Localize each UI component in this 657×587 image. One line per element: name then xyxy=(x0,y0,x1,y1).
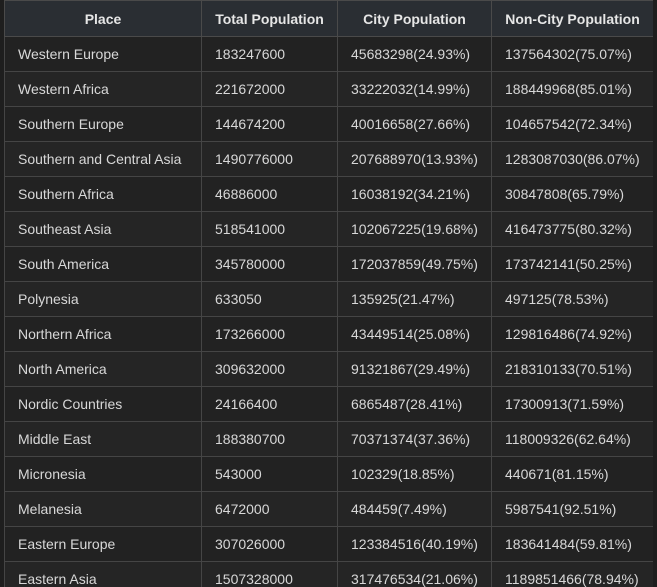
table-row: Southern Europe 144674200 40016658(27.66%)… xyxy=(4,106,653,142)
cell-place: Northern Africa xyxy=(4,316,202,352)
cell-total-population: 6472000 xyxy=(201,491,338,527)
cell-total-population: 543000 xyxy=(201,456,338,492)
table-row: Eastern Asia 1507328000 317476534(21.06%) 1… xyxy=(4,561,653,587)
table-header-row: Place Total Population City Population N… xyxy=(4,0,653,37)
cell-total-population: 188380700 xyxy=(201,421,338,457)
cell-city-population: 123384516(40.19%) xyxy=(337,526,492,562)
table-body: Western Europe 183247600 45683298(24.93%) 1… xyxy=(4,36,653,587)
cell-place: Melanesia xyxy=(4,491,202,527)
cell-place: Micronesia xyxy=(4,456,202,492)
cell-city-population: 33222032(14.99%) xyxy=(337,71,492,107)
cell-city-population: 207688970(13.93%) xyxy=(337,141,492,177)
cell-city-population: 484459(7.49%) xyxy=(337,491,492,527)
cell-total-population: 183247600 xyxy=(201,36,338,72)
cell-city-population: 43449514(25.08%) xyxy=(337,316,492,352)
cell-city-population: 135925(21.47%) xyxy=(337,281,492,317)
cell-total-population: 1490776000 xyxy=(201,141,338,177)
cell-place: North America xyxy=(4,351,202,387)
cell-total-population: 173266000 xyxy=(201,316,338,352)
cell-non-city-population: 129816486(74.92%) xyxy=(491,316,653,352)
table-row: Eastern Europe 307026000 123384516(40.19%)… xyxy=(4,526,653,562)
cell-non-city-population: 416473775(80.32%) xyxy=(491,211,653,247)
table-row: Northern Africa 173266000 43449514(25.08%)… xyxy=(4,316,653,352)
cell-non-city-population: 30847808(65.79%) xyxy=(491,176,653,212)
cell-city-population: 6865487(28.41%) xyxy=(337,386,492,422)
cell-total-population: 1507328000 xyxy=(201,561,338,587)
cell-city-population: 40016658(27.66%) xyxy=(337,106,492,142)
cell-total-population: 24166400 xyxy=(201,386,338,422)
header-non-city-population[interactable]: Non-City Population xyxy=(491,0,653,37)
cell-total-population: 345780000 xyxy=(201,246,338,282)
cell-place: Middle East xyxy=(4,421,202,457)
table-row: Polynesia 633050 135925(21.47%) 497125(78.5… xyxy=(4,281,653,317)
header-city-population[interactable]: City Population xyxy=(337,0,492,37)
cell-total-population: 309632000 xyxy=(201,351,338,387)
cell-place: South America xyxy=(4,246,202,282)
cell-city-population: 91321867(29.49%) xyxy=(337,351,492,387)
cell-total-population: 46886000 xyxy=(201,176,338,212)
cell-non-city-population: 118009326(62.64%) xyxy=(491,421,653,457)
cell-non-city-population: 218310133(70.51%) xyxy=(491,351,653,387)
cell-non-city-population: 5987541(92.51%) xyxy=(491,491,653,527)
cell-city-population: 45683298(24.93%) xyxy=(337,36,492,72)
cell-non-city-population: 173742141(50.25%) xyxy=(491,246,653,282)
cell-place: Southern Africa xyxy=(4,176,202,212)
cell-total-population: 633050 xyxy=(201,281,338,317)
cell-total-population: 307026000 xyxy=(201,526,338,562)
cell-non-city-population: 183641484(59.81%) xyxy=(491,526,653,562)
population-table: Place Total Population City Population N… xyxy=(4,0,653,587)
cell-city-population: 317476534(21.06%) xyxy=(337,561,492,587)
cell-city-population: 102067225(19.68%) xyxy=(337,211,492,247)
table-row: North America 309632000 91321867(29.49%) 21… xyxy=(4,351,653,387)
cell-non-city-population: 497125(78.53%) xyxy=(491,281,653,317)
cell-non-city-population: 440671(81.15%) xyxy=(491,456,653,492)
cell-place: Southern and Central Asia xyxy=(4,141,202,177)
cell-city-population: 70371374(37.36%) xyxy=(337,421,492,457)
cell-total-population: 221672000 xyxy=(201,71,338,107)
table-row: Southern and Central Asia 1490776000 20768… xyxy=(4,141,653,177)
table-row: Southeast Asia 518541000 102067225(19.68%)… xyxy=(4,211,653,247)
cell-non-city-population: 1283087030(86.07%) xyxy=(491,141,653,177)
cell-non-city-population: 1189851466(78.94%) xyxy=(491,561,653,587)
cell-place: Nordic Countries xyxy=(4,386,202,422)
cell-place: Western Africa xyxy=(4,71,202,107)
cell-non-city-population: 188449968(85.01%) xyxy=(491,71,653,107)
table-row: Melanesia 6472000 484459(7.49%) 5987541(92.… xyxy=(4,491,653,527)
table-row: Western Europe 183247600 45683298(24.93%) 1… xyxy=(4,36,653,72)
cell-city-population: 102329(18.85%) xyxy=(337,456,492,492)
cell-place: Eastern Europe xyxy=(4,526,202,562)
cell-total-population: 144674200 xyxy=(201,106,338,142)
table-row: Western Africa 221672000 33222032(14.99%) 1… xyxy=(4,71,653,107)
header-place[interactable]: Place xyxy=(4,0,202,37)
cell-total-population: 518541000 xyxy=(201,211,338,247)
cell-non-city-population: 104657542(72.34%) xyxy=(491,106,653,142)
cell-non-city-population: 137564302(75.07%) xyxy=(491,36,653,72)
header-total-population[interactable]: Total Population xyxy=(201,0,338,37)
table-row: South America 345780000 172037859(49.75%) 1… xyxy=(4,246,653,282)
cell-place: Southern Europe xyxy=(4,106,202,142)
population-table-container: Place Total Population City Population N… xyxy=(4,0,653,587)
cell-place: Southeast Asia xyxy=(4,211,202,247)
table-row: Southern Africa 46886000 16038192(34.21%) 3… xyxy=(4,176,653,212)
cell-city-population: 172037859(49.75%) xyxy=(337,246,492,282)
table-row: Middle East 188380700 70371374(37.36%) 1180… xyxy=(4,421,653,457)
table-row: Micronesia 543000 102329(18.85%) 440671(81.… xyxy=(4,456,653,492)
table-row: Nordic Countries 24166400 6865487(28.41%) 1… xyxy=(4,386,653,422)
cell-non-city-population: 17300913(71.59%) xyxy=(491,386,653,422)
cell-place: Polynesia xyxy=(4,281,202,317)
cell-place: Western Europe xyxy=(4,36,202,72)
cell-place: Eastern Asia xyxy=(4,561,202,587)
cell-city-population: 16038192(34.21%) xyxy=(337,176,492,212)
